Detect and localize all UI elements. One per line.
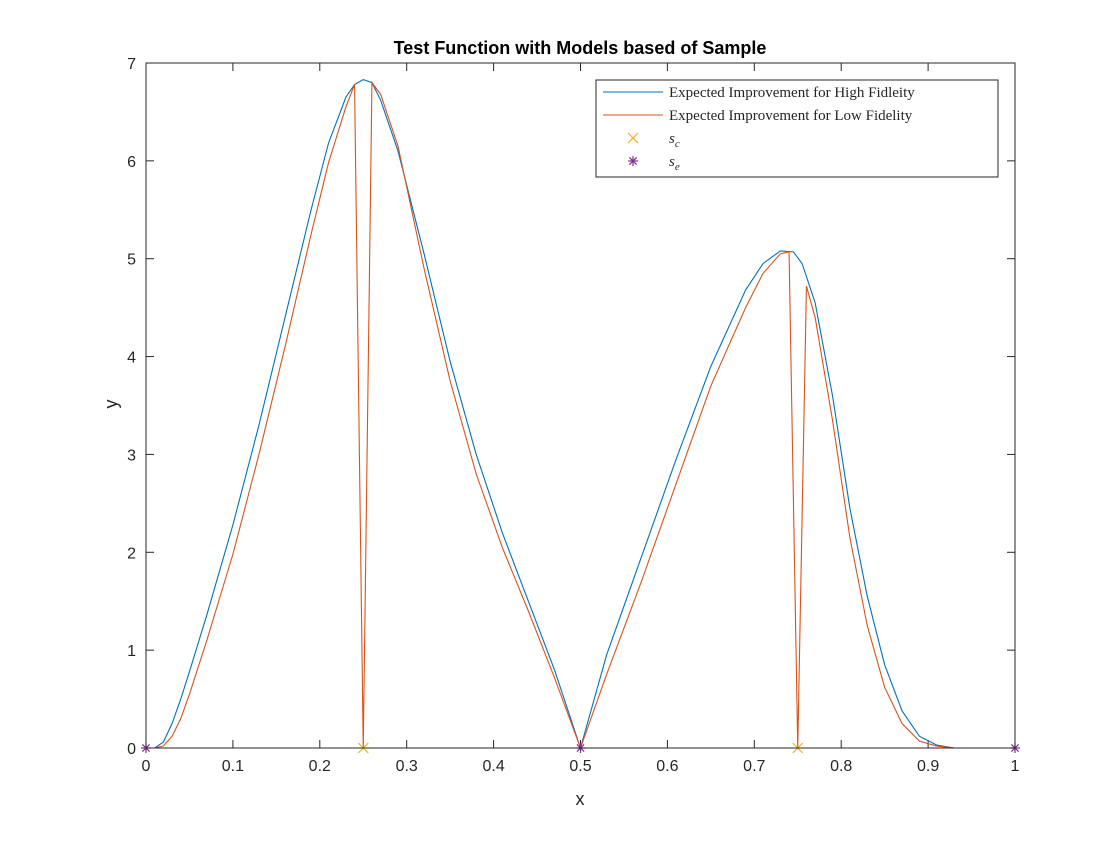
legend-entry: Expected Improvement for Low Fidelity bbox=[603, 108, 913, 124]
legend: Expected Improvement for High Fidleity Ex… bbox=[595, 79, 999, 178]
plot-area: 0 0.1 0.2 0.3 0.4 0.5 0.6 0.7 0.8 0.9 1 0 1 2 3 4 5 6 7 bbox=[127, 56, 1020, 775]
legend-entry: Expected Improvement for High Fidleity bbox=[603, 85, 915, 101]
y-tick-label: 1 bbox=[127, 643, 136, 660]
legend-entry: se bbox=[628, 154, 680, 173]
y-tick-label: 6 bbox=[127, 154, 136, 171]
legend-label: sc bbox=[669, 131, 680, 150]
legend-marker-swatch bbox=[627, 132, 639, 144]
y-tick-label: 7 bbox=[127, 56, 136, 73]
legend-label: Expected Improvement for Low Fidelity bbox=[669, 108, 913, 124]
x-tick-label: 0.7 bbox=[743, 758, 765, 775]
y-axis-label: y bbox=[101, 400, 121, 409]
series-line-1 bbox=[146, 80, 1015, 750]
series-line-0 bbox=[146, 79, 1015, 750]
legend-entry: sc bbox=[627, 131, 680, 150]
x-tick-label: 0.3 bbox=[396, 758, 418, 775]
legend-label: Expected Improvement for High Fidleity bbox=[669, 85, 915, 101]
y-tick-label: 5 bbox=[127, 252, 136, 269]
y-tick-label: 0 bbox=[127, 741, 136, 758]
legend-marker-swatch bbox=[628, 156, 638, 166]
x-tick-label: 0.8 bbox=[830, 758, 852, 775]
plot-frame bbox=[145, 62, 1016, 749]
x-tick-label: 0.2 bbox=[309, 758, 331, 775]
y-tick-label: 4 bbox=[127, 350, 136, 367]
y-tick-label: 2 bbox=[127, 545, 136, 562]
legend-label: se bbox=[669, 154, 680, 173]
x-tick-label: 0.9 bbox=[917, 758, 939, 775]
y-tick-label: 3 bbox=[127, 447, 136, 464]
chart-title: Test Function with Models based of Sampl… bbox=[394, 38, 767, 58]
x-tick-label: 0.5 bbox=[569, 758, 591, 775]
x-tick-label: 1 bbox=[1011, 758, 1020, 775]
x-tick-label: 0.6 bbox=[656, 758, 678, 775]
x-axis-label: x bbox=[576, 789, 585, 809]
x-tick-label: 0.1 bbox=[222, 758, 244, 775]
x-tick-label: 0.4 bbox=[482, 758, 504, 775]
x-tick-label: 0 bbox=[142, 758, 151, 775]
legend-box bbox=[595, 79, 999, 178]
